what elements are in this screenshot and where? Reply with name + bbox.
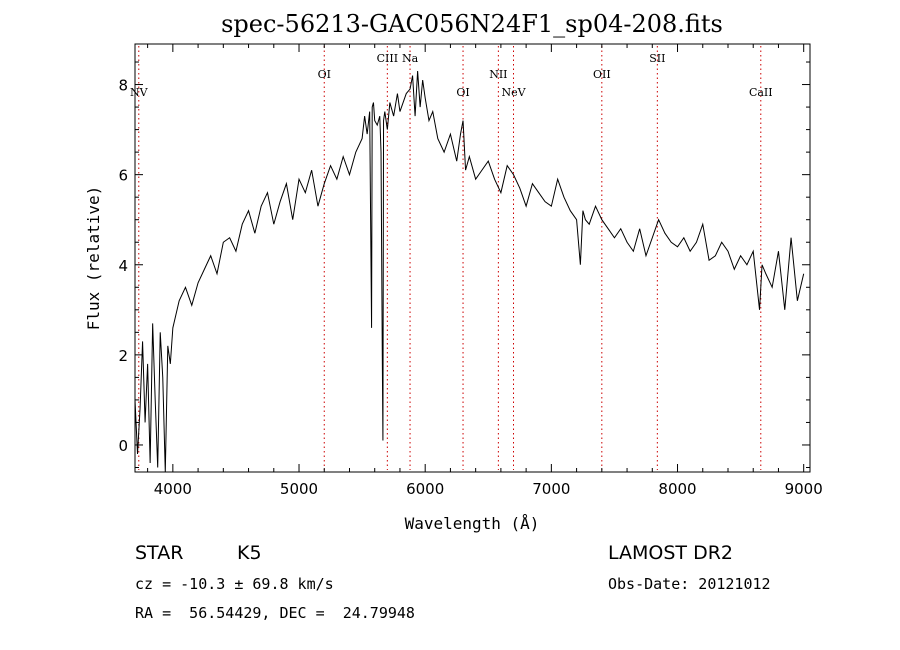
x-tick-label: 7000 — [532, 480, 570, 498]
marker-label: OII — [593, 68, 611, 81]
marker-label: Na — [402, 52, 419, 65]
x-tick-label: 8000 — [658, 480, 696, 498]
spectrum-chart: spec-56213-GAC056N24F1_sp04-208.fits Wav… — [84, 10, 823, 533]
marker-label: SII — [649, 52, 665, 65]
survey-label: LAMOST DR2 — [608, 542, 733, 564]
obs-date-label: Obs-Date: 20121012 — [608, 575, 771, 593]
marker-label: CaII — [749, 86, 773, 99]
tick-layer: 4000 5000 6000 7000 8000 9000 0 2 4 6 8 — [118, 44, 823, 498]
coordinates-label: RA = 56.54429, DEC = 24.79948 — [135, 604, 415, 622]
x-tick-label: 5000 — [280, 480, 318, 498]
y-tick-label: 0 — [118, 437, 128, 455]
marker-label: OI — [318, 68, 331, 81]
y-tick-label: 8 — [118, 77, 128, 95]
spectrum-line — [134, 70, 805, 473]
marker-label: CIII — [377, 52, 398, 65]
y-axis-label: Flux (relative) — [84, 186, 103, 331]
plot-frame — [134, 43, 811, 473]
velocity-label: cz = -10.3 ± 69.8 km/s — [135, 575, 334, 593]
marker-label: NV — [130, 86, 149, 99]
y-tick-label: 4 — [118, 257, 128, 275]
subclass-label: K5 — [237, 542, 262, 564]
line-marker-layer: NV OI CIII Na OI NII NeV OII SII CaII — [130, 46, 773, 470]
marker-label: OI — [456, 86, 469, 99]
y-tick-label: 2 — [118, 347, 128, 365]
x-tick-label: 9000 — [785, 480, 823, 498]
y-tick-label: 6 — [118, 167, 128, 185]
object-type-label: STAR — [135, 542, 184, 564]
chart-title: spec-56213-GAC056N24F1_sp04-208.fits — [221, 10, 723, 38]
x-tick-label: 6000 — [406, 480, 444, 498]
x-axis-label: Wavelength (Å) — [405, 514, 540, 533]
marker-label: NeV — [501, 86, 526, 99]
marker-label: NII — [489, 68, 507, 81]
x-tick-label: 4000 — [154, 480, 192, 498]
